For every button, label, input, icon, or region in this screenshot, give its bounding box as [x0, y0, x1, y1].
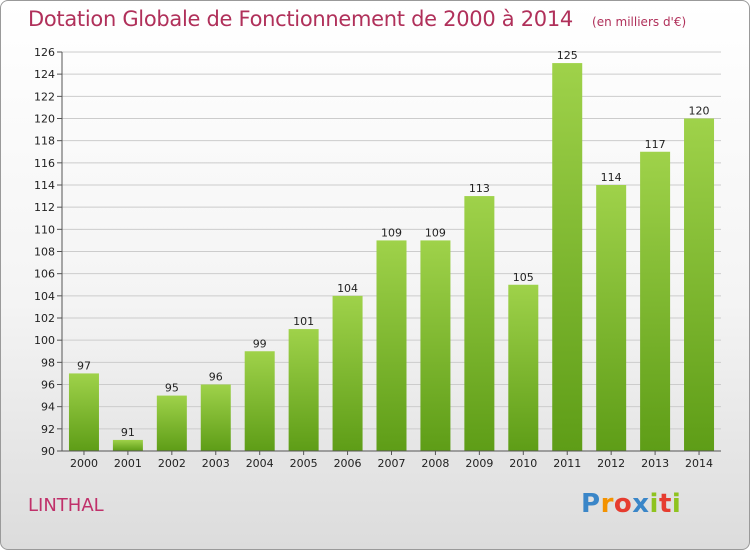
bar-2014 — [684, 118, 715, 451]
x-tick-label: 2008 — [421, 457, 449, 470]
x-tick-label: 2014 — [685, 457, 713, 470]
x-tick-label: 2001 — [114, 457, 142, 470]
y-tick-label: 112 — [34, 201, 55, 214]
x-axis: 2000 2001 2002 2003 2004 2005 2006 2007 2008 2009… — [62, 450, 721, 470]
data-label: 96 — [209, 371, 223, 384]
y-tick-label: 106 — [34, 268, 55, 281]
bar-2004 — [244, 351, 275, 451]
bar-2000 — [68, 373, 99, 451]
x-tick-label: 2007 — [378, 457, 406, 470]
bar-2009 — [464, 196, 495, 451]
x-tick-label: 2010 — [509, 457, 537, 470]
x-tick-label: 2013 — [641, 457, 669, 470]
bar-2012 — [596, 185, 627, 451]
data-label: 114 — [601, 171, 622, 184]
data-label: 120 — [689, 105, 710, 118]
y-tick-label: 90 — [41, 445, 55, 458]
bar-2001 — [112, 439, 143, 451]
data-label: 97 — [77, 359, 91, 372]
y-tick-label: 98 — [41, 356, 55, 369]
y-tick-label: 96 — [41, 379, 55, 392]
y-tick-label: 104 — [34, 290, 55, 303]
data-label: 113 — [469, 182, 490, 195]
y-tick-label: 108 — [34, 246, 55, 259]
x-tick-label: 2006 — [334, 457, 362, 470]
bar-2003 — [200, 384, 231, 451]
bar-2007 — [376, 240, 407, 451]
data-label: 109 — [425, 226, 446, 239]
bar-2008 — [420, 240, 451, 451]
y-tick-label: 122 — [34, 90, 55, 103]
chart-title: Dotation Globale de Fonctionnement de 20… — [28, 7, 573, 31]
data-label: 104 — [337, 282, 358, 295]
x-tick-label: 2005 — [290, 457, 318, 470]
x-tick-label: 2002 — [158, 457, 186, 470]
data-label: 109 — [381, 226, 402, 239]
y-tick-label: 110 — [34, 223, 55, 236]
x-tick-label: 2011 — [553, 457, 581, 470]
bar-2013 — [640, 151, 671, 451]
data-label: 105 — [513, 271, 534, 284]
proxiti-logo[interactable]: Proxiti — [581, 489, 682, 519]
data-label: 101 — [293, 315, 314, 328]
y-tick-label: 92 — [41, 423, 55, 436]
x-tick-label: 2012 — [597, 457, 625, 470]
x-tick-label: 2000 — [70, 457, 98, 470]
x-tick-label: 2009 — [465, 457, 493, 470]
x-tick-label: 2004 — [246, 457, 274, 470]
y-tick-label: 100 — [34, 334, 55, 347]
y-tick-label: 94 — [41, 401, 55, 414]
data-label: 125 — [557, 49, 578, 62]
data-label: 95 — [165, 382, 179, 395]
data-label: 91 — [121, 426, 135, 439]
y-tick-label: 102 — [34, 312, 55, 325]
bars: 97 91 95 96 99 101 104 109 109 113 105 125 114 117 120 — [68, 49, 715, 451]
x-tick-label: 2003 — [202, 457, 230, 470]
y-tick-label: 118 — [34, 135, 55, 148]
bar-2006 — [332, 295, 363, 451]
bar-2011 — [552, 63, 583, 451]
bar-2002 — [156, 395, 187, 451]
y-tick-label: 114 — [34, 179, 55, 192]
title-row: Dotation Globale de Fonctionnement de 20… — [28, 7, 686, 31]
data-label: 117 — [645, 138, 666, 151]
y-tick-label: 124 — [34, 68, 55, 81]
y-axis: 90 92 94 96 98 100 102 104 106 108 110 112 114 116 118… — [34, 46, 63, 458]
y-tick-label: 120 — [34, 113, 55, 126]
commune-name: LINTHAL — [28, 495, 104, 516]
bar-2010 — [508, 284, 539, 451]
y-tick-label: 126 — [34, 46, 55, 59]
data-label: 99 — [253, 337, 267, 350]
bar-2005 — [288, 329, 319, 451]
y-tick-label: 116 — [34, 157, 55, 170]
chart-subtitle: (en milliers d'€) — [592, 15, 687, 29]
